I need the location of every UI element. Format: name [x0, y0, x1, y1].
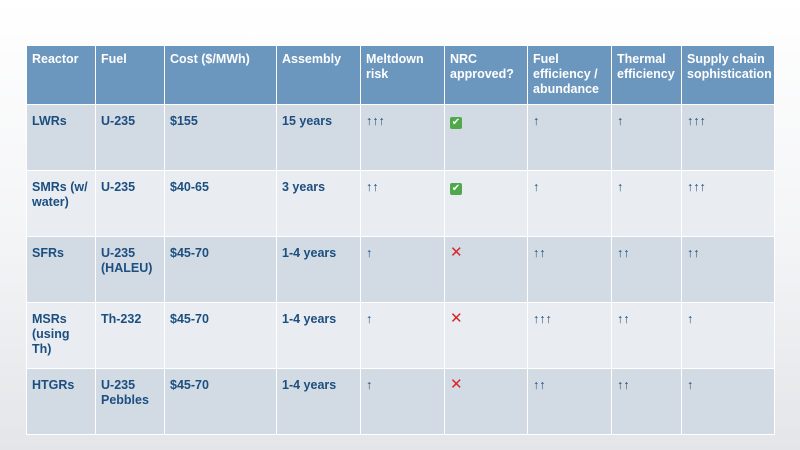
- cell-fuel: U-235: [95, 170, 165, 237]
- cell-supply-chain: ↑↑: [681, 236, 775, 303]
- cell-assembly: 1-4 years: [276, 302, 361, 369]
- header-fuel: Fuel: [95, 45, 165, 105]
- cell-nrc-approved: ✔: [444, 104, 528, 171]
- cell-supply-chain: ↑: [681, 302, 775, 369]
- cell-thermal-efficiency: ↑: [611, 104, 682, 171]
- cell-fuel-efficiency: ↑: [527, 170, 612, 237]
- cell-meltdown-risk: ↑↑: [360, 170, 445, 237]
- cell-thermal-efficiency: ↑↑: [611, 368, 682, 435]
- table-row: SMRs (w/ water) U-235 $40-65 3 years ↑↑ …: [26, 170, 775, 237]
- cross-icon: ✕: [450, 244, 463, 261]
- cell-supply-chain: ↑: [681, 368, 775, 435]
- table-row: LWRs U-235 $155 15 years ↑↑↑ ✔ ↑ ↑ ↑↑↑: [26, 104, 775, 171]
- header-supply-chain: Supply chain sophistication: [681, 45, 775, 105]
- cell-meltdown-risk: ↑: [360, 368, 445, 435]
- check-icon: ✔: [450, 117, 462, 129]
- cross-icon: ✕: [450, 310, 463, 327]
- header-meltdown-risk: Meltdown risk: [360, 45, 445, 105]
- cell-cost: $40-65: [164, 170, 277, 237]
- cell-fuel: U-235 Pebbles: [95, 368, 165, 435]
- cell-fuel: U-235: [95, 104, 165, 171]
- cell-nrc-approved: ✕: [444, 236, 528, 303]
- cell-thermal-efficiency: ↑↑: [611, 302, 682, 369]
- cell-assembly: 1-4 years: [276, 368, 361, 435]
- cell-supply-chain: ↑↑↑: [681, 104, 775, 171]
- header-assembly: Assembly: [276, 45, 361, 105]
- cell-fuel-efficiency: ↑↑: [527, 236, 612, 303]
- header-fuel-efficiency: Fuel efficiency / abundance: [527, 45, 612, 105]
- cell-nrc-approved: ✕: [444, 368, 528, 435]
- cell-meltdown-risk: ↑: [360, 236, 445, 303]
- cell-reactor: MSRs (using Th): [26, 302, 96, 369]
- cell-meltdown-risk: ↑↑↑: [360, 104, 445, 171]
- cell-assembly: 1-4 years: [276, 236, 361, 303]
- cell-assembly: 15 years: [276, 104, 361, 171]
- cell-fuel: U-235 (HALEU): [95, 236, 165, 303]
- header-cost: Cost ($/MWh): [164, 45, 277, 105]
- check-icon: ✔: [450, 183, 462, 195]
- cell-reactor: LWRs: [26, 104, 96, 171]
- cell-nrc-approved: ✔: [444, 170, 528, 237]
- header-nrc-approved: NRC approved?: [444, 45, 528, 105]
- cell-fuel-efficiency: ↑↑: [527, 368, 612, 435]
- cell-thermal-efficiency: ↑↑: [611, 236, 682, 303]
- cell-fuel-efficiency: ↑: [527, 104, 612, 171]
- cell-reactor: HTGRs: [26, 368, 96, 435]
- cell-nrc-approved: ✕: [444, 302, 528, 369]
- cell-assembly: 3 years: [276, 170, 361, 237]
- header-reactor: Reactor: [26, 45, 96, 105]
- cell-supply-chain: ↑↑↑: [681, 170, 775, 237]
- cell-fuel-efficiency: ↑↑↑: [527, 302, 612, 369]
- table-row: HTGRs U-235 Pebbles $45-70 1-4 years ↑ ✕…: [26, 368, 775, 435]
- reactor-comparison-table: Reactor Fuel Cost ($/MWh) Assembly Meltd…: [26, 45, 775, 435]
- cell-thermal-efficiency: ↑: [611, 170, 682, 237]
- cell-cost: $45-70: [164, 302, 277, 369]
- cell-cost: $45-70: [164, 236, 277, 303]
- cell-cost: $45-70: [164, 368, 277, 435]
- cell-cost: $155: [164, 104, 277, 171]
- cell-reactor: SMRs (w/ water): [26, 170, 96, 237]
- header-thermal-efficiency: Thermal efficiency: [611, 45, 682, 105]
- table-row: MSRs (using Th) Th-232 $45-70 1-4 years …: [26, 302, 775, 369]
- table-row: SFRs U-235 (HALEU) $45-70 1-4 years ↑ ✕ …: [26, 236, 775, 303]
- cell-reactor: SFRs: [26, 236, 96, 303]
- cross-icon: ✕: [450, 376, 463, 393]
- cell-fuel: Th-232: [95, 302, 165, 369]
- cell-meltdown-risk: ↑: [360, 302, 445, 369]
- header-row: Reactor Fuel Cost ($/MWh) Assembly Meltd…: [26, 45, 775, 105]
